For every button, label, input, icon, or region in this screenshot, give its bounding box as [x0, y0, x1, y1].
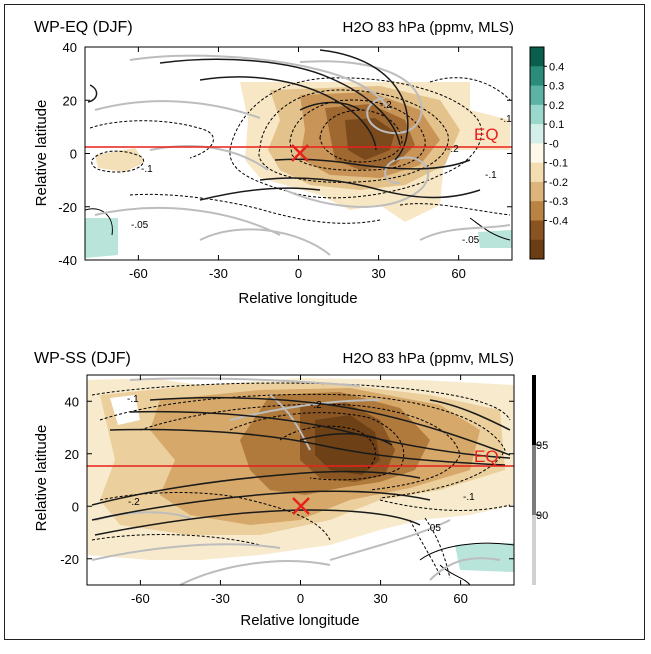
significance-bar-light: [532, 515, 536, 585]
y-tick-label: -20: [60, 552, 79, 567]
colorbar-swatch: [530, 104, 544, 125]
panel2-plot-area: [87, 375, 514, 585]
panel1-contour-labels: -.1 -.2 -.2 -.1 -.05 -.05 -.1: [131, 100, 512, 246]
x-tick-label: 60: [453, 591, 467, 606]
colorbar-tick-label: -0.2: [549, 177, 568, 189]
panel2-contour-label: .05: [427, 523, 441, 534]
panel1-anomaly-darkest: [345, 118, 395, 160]
y-tick-label: 20: [65, 447, 79, 462]
significance-bar-black: [532, 375, 536, 445]
panel2-anomaly-white-patch: [110, 395, 140, 425]
panel2-x-axis: -60 -30 0 30 60: [131, 375, 468, 606]
panel2-contour-label: -.2: [128, 497, 140, 508]
x-tick-label: -60: [131, 591, 150, 606]
significance-bar-gray: [532, 445, 536, 515]
colorbar-tick-label: -0: [549, 138, 559, 150]
y-tick-label: -20: [58, 200, 77, 215]
colorbar-swatch: [530, 220, 544, 241]
panel1-contour-label: -.1: [500, 114, 512, 125]
colorbar-swatch: [530, 85, 544, 106]
panel-wp-ss: WP-SS (DJF) H2O 83 hPa (ppmv, MLS): [33, 350, 548, 629]
x-tick-label: -30: [209, 266, 228, 281]
x-tick-label: -60: [129, 266, 148, 281]
panel1-contour-label: -.2: [447, 144, 459, 155]
y-tick-label: 20: [63, 93, 77, 108]
panel1-anomaly-teal-sw: [85, 218, 118, 258]
colorbar-tick-label: -0.4: [549, 215, 568, 227]
panel2-contour-labels: .05 -.1 -.2 -.2 -.1: [127, 394, 475, 534]
panel1-plot-area: [85, 47, 512, 260]
x-tick-label: 60: [451, 266, 465, 281]
panel2-title-right: H2O 83 hPa (ppmv, MLS): [343, 350, 514, 367]
colorbar-tick-label: -0.3: [549, 196, 568, 208]
figure-frame: [4, 4, 645, 640]
colorbar-tick-label: 0.2: [549, 100, 564, 112]
panel1-xlabel: Relative longitude: [238, 290, 357, 307]
panel1-y-axis: 40 20 0 -20 -40: [58, 40, 512, 268]
colorbar-swatch: [530, 181, 544, 202]
panel-wp-eq: WP-EQ (DJF) H2O 83 hPa (ppmv, MLS): [33, 19, 568, 307]
panel2-positive-contours: [419, 542, 514, 585]
panel2-contour-label: -.1: [463, 492, 475, 503]
colorbar-tick-label: -0.1: [549, 158, 568, 170]
panel1-equator-label: EQ: [474, 125, 499, 144]
panel2-y-axis: 40 20 0 -20: [60, 394, 514, 567]
colorbar-swatch: [530, 143, 544, 164]
colorbar-tick-label: 0.4: [549, 61, 564, 73]
x-tick-label: 0: [297, 591, 304, 606]
colorbar-swatch: [530, 162, 544, 183]
significance-label-90: 90: [536, 510, 548, 522]
colorbar-swatch: [530, 201, 544, 221]
panel1-contour-label: -.1: [485, 170, 497, 181]
panel2-contour-label: -.1: [127, 394, 139, 405]
colorbar-tick-label: 0.1: [549, 119, 564, 131]
panel1-ylabel: Relative latitude: [33, 100, 50, 207]
y-tick-label: 0: [72, 499, 79, 514]
panel1-gray-streamlines: [94, 54, 511, 256]
panel1-x-axis: -60 -30 0 30 60: [129, 47, 466, 281]
x-tick-label: 30: [373, 591, 387, 606]
panel1-contour-label: -.2: [380, 100, 392, 111]
panel1-contour-label: -.05: [462, 235, 480, 246]
x-tick-label: -30: [211, 591, 230, 606]
y-tick-label: -40: [58, 253, 77, 268]
panel1-title-left: WP-EQ (DJF): [34, 19, 133, 36]
panel2-title-left: WP-SS (DJF): [34, 350, 131, 367]
panel2-xlabel: Relative longitude: [240, 612, 359, 629]
panel1-black-streamlines: [87, 49, 481, 201]
panel1-center-marker: [291, 144, 309, 162]
significance-label-95: 95: [536, 440, 548, 452]
colorbar-swatch: [530, 66, 544, 87]
y-tick-label: 40: [63, 40, 77, 55]
colorbar-swatch: [530, 239, 544, 260]
panel1-contour-label: -.1: [141, 164, 153, 175]
colorbar-swatch: [530, 124, 544, 144]
panel1-anomaly-west: [95, 148, 145, 172]
panel1-colorbar: 0.4 0.3 0.2 0.1 -0 -0.1 -0.2 -0.3 -0.4: [529, 46, 568, 260]
colorbar-tick-label: 0.3: [549, 81, 564, 93]
panel1-title-right: H2O 83 hPa (ppmv, MLS): [343, 19, 514, 36]
y-tick-label: 40: [65, 394, 79, 409]
panel2-significance-bar: 95 90: [532, 375, 548, 585]
panel1-anomaly-teal-se: [478, 230, 512, 248]
x-tick-label: 30: [371, 266, 385, 281]
colorbar-frame: [529, 46, 545, 260]
panel2-ylabel: Relative latitude: [33, 425, 50, 532]
panel2-center-marker: [292, 497, 310, 515]
panel2-anomaly-darkest: [315, 415, 380, 475]
panel1-contour-label: -.05: [131, 220, 149, 231]
colorbar-swatch: [530, 47, 544, 67]
x-tick-label: 0: [295, 266, 302, 281]
panel2-equator-label: EQ: [474, 447, 499, 466]
y-tick-label: 0: [70, 147, 77, 162]
panel2-contour-label: -.2: [310, 400, 322, 411]
